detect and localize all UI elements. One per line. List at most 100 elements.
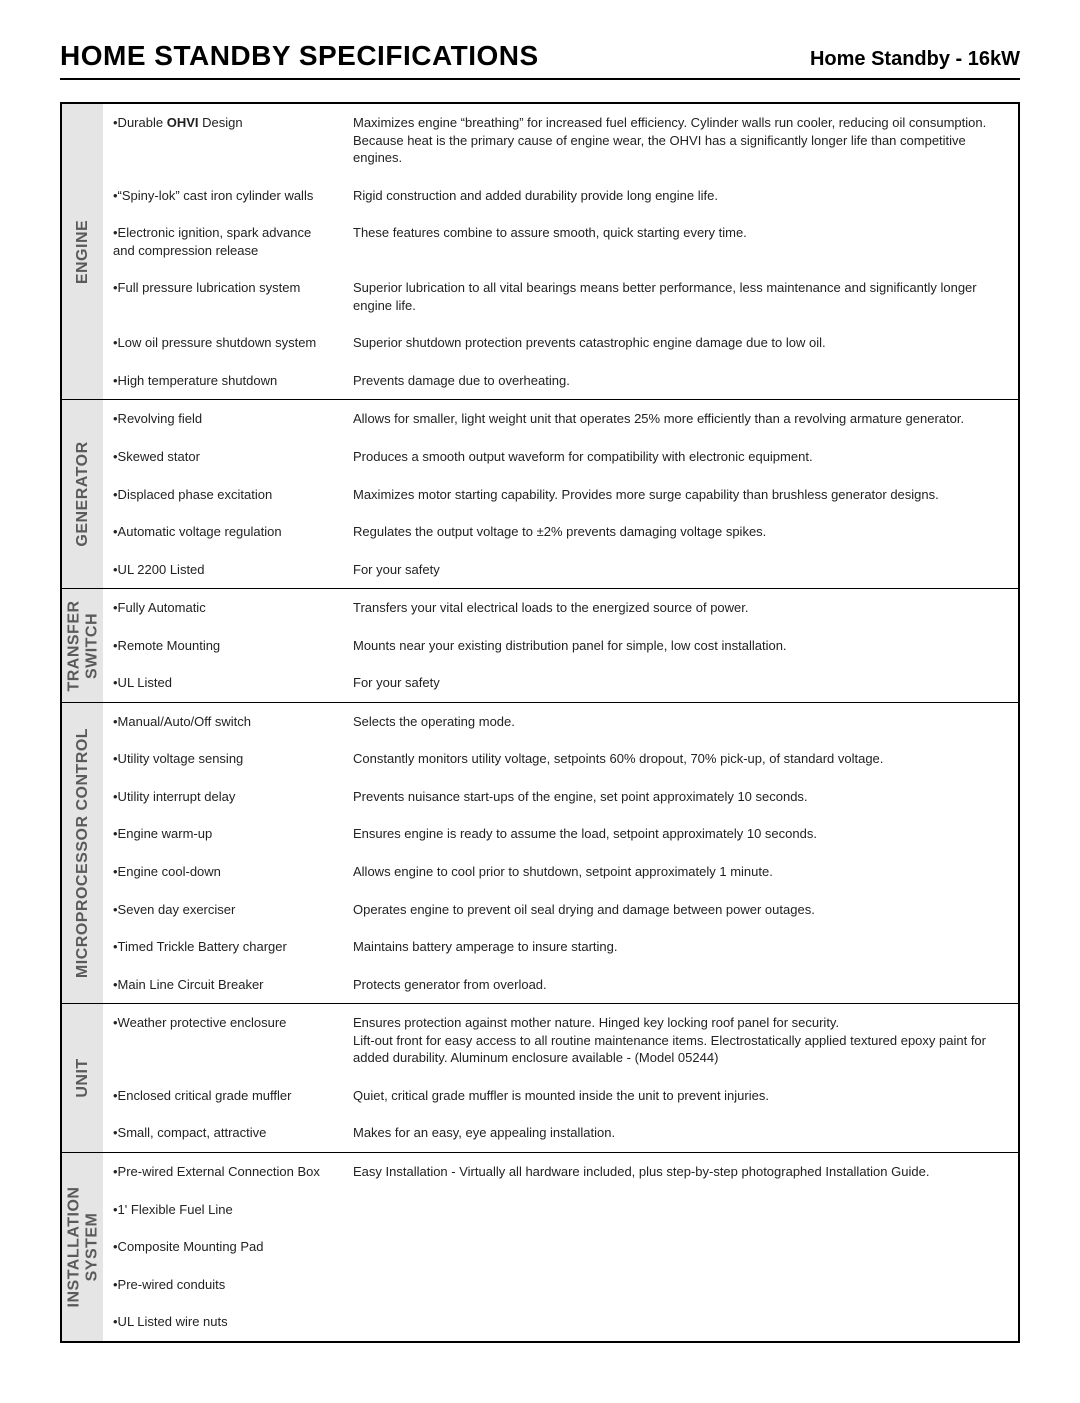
table-row: •Engine warm-upEnsures engine is ready t…	[61, 815, 1019, 853]
category-cell: ENGINE	[61, 103, 103, 400]
category-cell: TRANSFERSWITCH	[61, 589, 103, 703]
feature-text: •Main Line Circuit Breaker	[103, 966, 343, 1004]
feature-cell: •Engine warm-up	[103, 815, 343, 853]
feature-cell: •Manual/Auto/Off switch	[103, 702, 343, 740]
feature-text: •1' Flexible Fuel Line	[103, 1191, 343, 1229]
feature-cell: •Fully Automatic	[103, 589, 343, 627]
description-text: Superior shutdown protection prevents ca…	[343, 324, 1018, 362]
category-label: UNIT	[74, 1058, 92, 1097]
description-text	[343, 1266, 1018, 1286]
feature-cell: •Full pressure lubrication system	[103, 269, 343, 324]
description-cell: For your safety	[343, 551, 1019, 589]
feature-text: •Timed Trickle Battery charger	[103, 928, 343, 966]
description-cell	[343, 1228, 1019, 1266]
description-text: Protects generator from overload.	[343, 966, 1018, 1004]
description-text: Allows for smaller, light weight unit th…	[343, 400, 1018, 438]
feature-text: •Manual/Auto/Off switch	[103, 703, 343, 741]
category-label: TRANSFERSWITCH	[65, 600, 100, 691]
description-text: Easy Installation - Virtually all hardwa…	[343, 1153, 1018, 1191]
table-row: •Pre-wired conduits	[61, 1266, 1019, 1304]
feature-text: •Fully Automatic	[103, 589, 343, 627]
description-cell: Constantly monitors utility voltage, set…	[343, 740, 1019, 778]
feature-text: •Seven day exerciser	[103, 891, 343, 929]
page-header: HOME STANDBY SPECIFICATIONS Home Standby…	[60, 40, 1020, 80]
feature-cell: •Utility interrupt delay	[103, 778, 343, 816]
description-cell: Ensures protection against mother nature…	[343, 1004, 1019, 1077]
feature-text: •Skewed stator	[103, 438, 343, 476]
table-row: •Composite Mounting Pad	[61, 1228, 1019, 1266]
category-cell: UNIT	[61, 1004, 103, 1153]
description-cell: Protects generator from overload.	[343, 966, 1019, 1004]
table-row: •Automatic voltage regulationRegulates t…	[61, 513, 1019, 551]
feature-cell: •Engine cool-down	[103, 853, 343, 891]
description-cell: Transfers your vital electrical loads to…	[343, 589, 1019, 627]
feature-text: •Durable OHVI Design	[103, 104, 343, 142]
description-cell: Regulates the output voltage to ±2% prev…	[343, 513, 1019, 551]
feature-cell: •Timed Trickle Battery charger	[103, 928, 343, 966]
description-text: Selects the operating mode.	[343, 703, 1018, 741]
category-label: MICROPROCESSOR CONTROL	[74, 728, 92, 978]
feature-cell: •Durable OHVI Design	[103, 103, 343, 177]
feature-cell: •Main Line Circuit Breaker	[103, 966, 343, 1004]
description-cell: Maximizes motor starting capability. Pro…	[343, 476, 1019, 514]
feature-text: •Engine cool-down	[103, 853, 343, 891]
feature-cell: •Revolving field	[103, 400, 343, 438]
description-text: Produces a smooth output waveform for co…	[343, 438, 1018, 476]
table-row: •UL 2200 ListedFor your safety	[61, 551, 1019, 589]
feature-text: •Automatic voltage regulation	[103, 513, 343, 551]
category-label: INSTALLATIONSYSTEM	[65, 1186, 100, 1307]
table-row: ENGINE•Durable OHVI DesignMaximizes engi…	[61, 103, 1019, 177]
description-text: Prevents nuisance start-ups of the engin…	[343, 778, 1018, 816]
description-cell: Allows for smaller, light weight unit th…	[343, 400, 1019, 438]
description-text: For your safety	[343, 664, 1018, 702]
category-cell: GENERATOR	[61, 400, 103, 589]
feature-cell: •Weather protective enclosure	[103, 1004, 343, 1077]
table-row: •“Spiny-lok” cast iron cylinder wallsRig…	[61, 177, 1019, 215]
description-text	[343, 1191, 1018, 1211]
description-cell: Selects the operating mode.	[343, 702, 1019, 740]
feature-cell: •High temperature shutdown	[103, 362, 343, 400]
description-text	[343, 1228, 1018, 1248]
description-text: Allows engine to cool prior to shutdown,…	[343, 853, 1018, 891]
feature-text: •Composite Mounting Pad	[103, 1228, 343, 1266]
page: HOME STANDBY SPECIFICATIONS Home Standby…	[0, 0, 1080, 1403]
feature-cell: •1' Flexible Fuel Line	[103, 1191, 343, 1229]
feature-text: •Enclosed critical grade muffler	[103, 1077, 343, 1115]
description-text	[343, 1303, 1018, 1323]
description-text: Transfers your vital electrical loads to…	[343, 589, 1018, 627]
table-row: •1' Flexible Fuel Line	[61, 1191, 1019, 1229]
description-cell: Makes for an easy, eye appealing install…	[343, 1114, 1019, 1152]
description-text: Maximizes engine “breathing” for increas…	[343, 104, 1018, 177]
description-text: Regulates the output voltage to ±2% prev…	[343, 513, 1018, 551]
table-row: •Seven day exerciserOperates engine to p…	[61, 891, 1019, 929]
table-row: •Enclosed critical grade mufflerQuiet, c…	[61, 1077, 1019, 1115]
description-cell: These features combine to assure smooth,…	[343, 214, 1019, 269]
table-row: •Utility interrupt delayPrevents nuisanc…	[61, 778, 1019, 816]
table-row: •Utility voltage sensingConstantly monit…	[61, 740, 1019, 778]
description-text: Maximizes motor starting capability. Pro…	[343, 476, 1018, 514]
description-cell	[343, 1303, 1019, 1342]
description-text: Operates engine to prevent oil seal dryi…	[343, 891, 1018, 929]
description-text: For your safety	[343, 551, 1018, 589]
description-text: Rigid construction and added durability …	[343, 177, 1018, 215]
description-text: Prevents damage due to overheating.	[343, 362, 1018, 400]
feature-text: •Low oil pressure shutdown system	[103, 324, 343, 362]
table-row: •High temperature shutdownPrevents damag…	[61, 362, 1019, 400]
feature-text: •Engine warm-up	[103, 815, 343, 853]
feature-text: •“Spiny-lok” cast iron cylinder walls	[103, 177, 343, 215]
feature-text: •Electronic ignition, spark advance and …	[103, 214, 343, 269]
feature-cell: •“Spiny-lok” cast iron cylinder walls	[103, 177, 343, 215]
feature-text: •UL Listed wire nuts	[103, 1303, 343, 1341]
feature-cell: •Low oil pressure shutdown system	[103, 324, 343, 362]
description-cell: Prevents damage due to overheating.	[343, 362, 1019, 400]
description-cell: Quiet, critical grade muffler is mounted…	[343, 1077, 1019, 1115]
description-text: Superior lubrication to all vital bearin…	[343, 269, 1018, 324]
feature-text: •Small, compact, attractive	[103, 1114, 343, 1152]
spec-table: ENGINE•Durable OHVI DesignMaximizes engi…	[60, 102, 1020, 1343]
feature-text: •Displaced phase excitation	[103, 476, 343, 514]
description-cell	[343, 1191, 1019, 1229]
feature-cell: •Skewed stator	[103, 438, 343, 476]
table-row: INSTALLATIONSYSTEM•Pre-wired External Co…	[61, 1152, 1019, 1190]
table-row: MICROPROCESSOR CONTROL•Manual/Auto/Off s…	[61, 702, 1019, 740]
description-text: Makes for an easy, eye appealing install…	[343, 1114, 1018, 1152]
